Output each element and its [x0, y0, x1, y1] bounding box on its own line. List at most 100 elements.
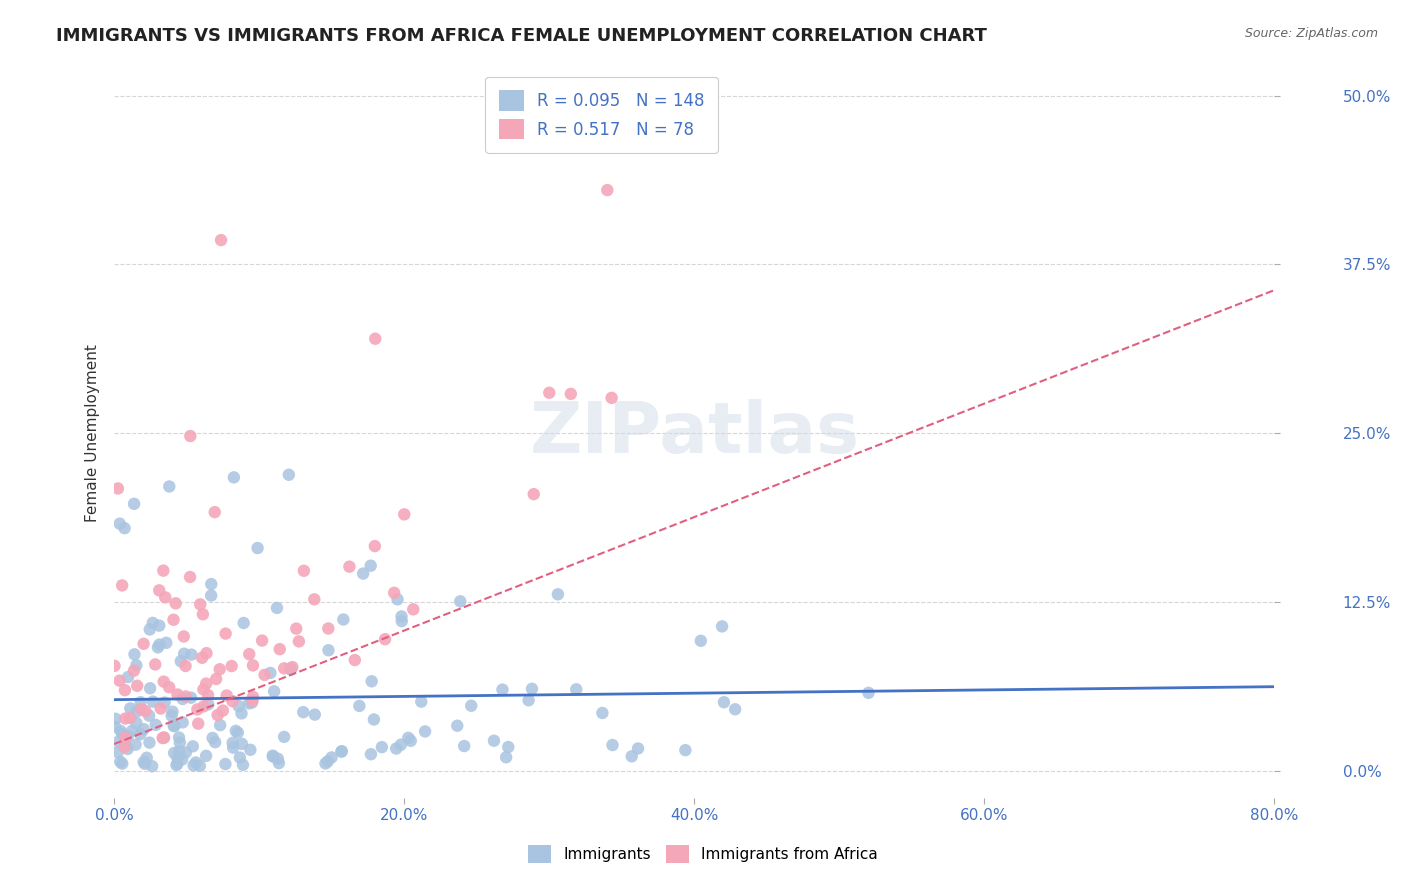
Immigrants from Africa — [207, 708, 229, 723]
Immigrants — [166, 758, 188, 772]
Immigrants from Africa — [132, 637, 155, 651]
Immigrants from Africa — [162, 613, 184, 627]
Immigrants from Africa — [111, 578, 134, 592]
Immigrants — [132, 755, 155, 769]
Immigrants — [214, 757, 236, 772]
Immigrants from Africa — [157, 680, 180, 694]
Immigrants — [316, 755, 339, 769]
Text: ZIPatlas: ZIPatlas — [529, 399, 859, 467]
Immigrants from Africa — [242, 658, 264, 673]
Immigrants — [172, 692, 194, 706]
Immigrants from Africa — [208, 662, 231, 676]
Immigrants — [330, 745, 353, 759]
Immigrants — [259, 665, 281, 680]
Immigrants from Africa — [114, 683, 136, 698]
Immigrants — [226, 725, 249, 739]
Immigrants — [620, 749, 643, 764]
Immigrants from Africa — [103, 658, 125, 673]
Immigrants — [292, 705, 315, 719]
Immigrants — [349, 698, 371, 713]
Immigrants — [711, 619, 734, 633]
Immigrants — [240, 696, 263, 710]
Immigrants — [321, 750, 343, 764]
Immigrants — [304, 707, 326, 722]
Immigrants — [117, 729, 139, 743]
Immigrants from Africa — [152, 731, 174, 745]
Immigrants — [124, 648, 146, 662]
Immigrants — [496, 739, 519, 754]
Immigrants — [184, 756, 207, 770]
Immigrants — [713, 695, 735, 709]
Immigrants — [391, 609, 413, 624]
Immigrants — [145, 718, 167, 732]
Immigrants — [360, 558, 382, 573]
Immigrants from Africa — [374, 632, 396, 647]
Immigrants — [107, 745, 129, 759]
Immigrants — [146, 640, 169, 655]
Immigrants from Africa — [152, 731, 174, 745]
Immigrants from Africa — [197, 688, 219, 702]
Immigrants from Africa — [174, 690, 197, 704]
Immigrants — [273, 730, 295, 744]
Immigrants — [673, 743, 696, 757]
Immigrants — [180, 690, 202, 705]
Immigrants from Africa — [114, 731, 136, 745]
Immigrants — [166, 756, 188, 771]
Immigrants — [267, 756, 290, 770]
Immigrants — [262, 749, 284, 764]
Immigrants from Africa — [339, 559, 361, 574]
Immigrants — [689, 633, 711, 648]
Legend: R = 0.095   N = 148, R = 0.517   N = 78: R = 0.095 N = 148, R = 0.517 N = 78 — [485, 77, 717, 153]
Immigrants from Africa — [292, 564, 315, 578]
Immigrants from Africa — [179, 570, 201, 584]
Immigrants — [204, 735, 226, 749]
Immigrants — [413, 724, 436, 739]
Immigrants — [200, 577, 222, 591]
Immigrants from Africa — [114, 740, 136, 755]
Immigrants — [222, 740, 245, 755]
Immigrants from Africa — [174, 659, 197, 673]
Immigrants from Africa — [107, 482, 129, 496]
Immigrants — [117, 670, 139, 684]
Immigrants — [229, 750, 252, 764]
Immigrants — [141, 759, 163, 773]
Immigrants — [446, 719, 468, 733]
Immigrants — [209, 718, 232, 732]
Immigrants — [142, 615, 165, 630]
Immigrants — [231, 737, 253, 751]
Immigrants from Africa — [269, 642, 291, 657]
Immigrants from Africa — [394, 508, 416, 522]
Immigrants from Africa — [273, 661, 295, 675]
Immigrants from Africa — [205, 672, 228, 686]
Immigrants — [139, 623, 162, 637]
Immigrants from Africa — [253, 668, 276, 682]
Immigrants — [125, 658, 148, 673]
Immigrants — [135, 750, 157, 764]
Immigrants — [115, 739, 138, 753]
Immigrants — [124, 738, 146, 752]
Text: IMMIGRANTS VS IMMIGRANTS FROM AFRICA FEMALE UNEMPLOYMENT CORRELATION CHART: IMMIGRANTS VS IMMIGRANTS FROM AFRICA FEM… — [56, 27, 987, 45]
Immigrants — [167, 731, 190, 745]
Immigrants — [352, 566, 374, 581]
Immigrants from Africa — [238, 647, 260, 661]
Immigrants from Africa — [212, 704, 235, 718]
Immigrants from Africa — [114, 712, 136, 726]
Immigrants — [231, 706, 253, 721]
Immigrants from Africa — [221, 694, 243, 708]
Immigrants from Africa — [191, 607, 214, 622]
Immigrants — [517, 693, 540, 707]
Immigrants from Africa — [165, 596, 187, 610]
Immigrants from Africa — [143, 657, 166, 672]
Immigrants — [391, 614, 413, 628]
Immigrants — [139, 681, 162, 696]
Immigrants from Africa — [214, 626, 236, 640]
Y-axis label: Female Unemployment: Female Unemployment — [86, 344, 100, 522]
Immigrants — [173, 647, 195, 661]
Immigrants from Africa — [193, 682, 215, 697]
Immigrants from Africa — [134, 704, 156, 718]
Immigrants from Africa — [538, 385, 561, 400]
Immigrants from Africa — [288, 634, 311, 648]
Immigrants — [125, 705, 148, 719]
Immigrants — [138, 736, 160, 750]
Immigrants — [387, 592, 409, 607]
